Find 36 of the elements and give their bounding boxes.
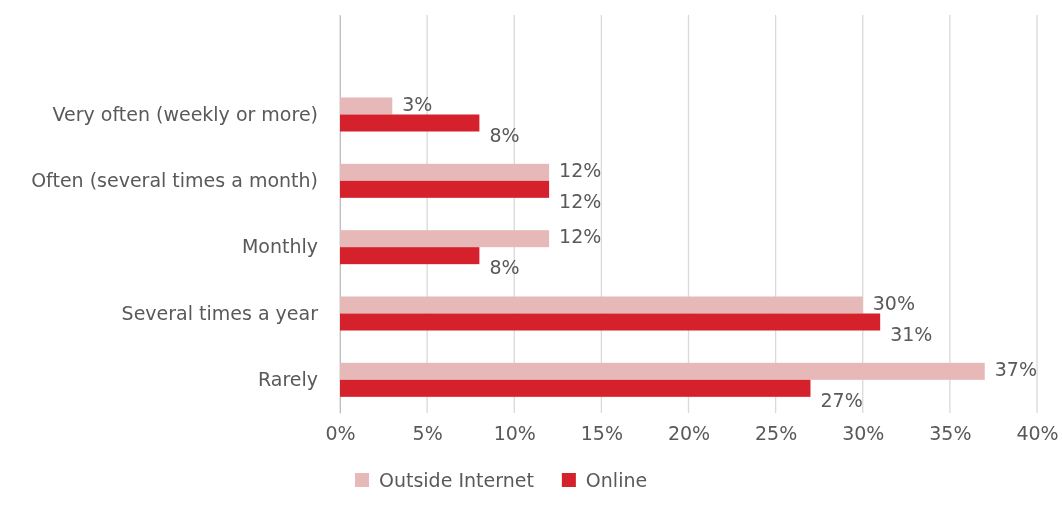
x-tick-label: 40% xyxy=(1016,422,1059,445)
x-tick-label: 35% xyxy=(929,422,972,445)
data-label: 31% xyxy=(890,322,933,345)
y-tick-label: Very often (weekly or more) xyxy=(52,102,318,125)
bar xyxy=(340,247,480,265)
data-label: 37% xyxy=(994,357,1037,380)
x-tick-label: 10% xyxy=(493,422,536,445)
x-tick-label: 20% xyxy=(667,422,711,445)
data-label: 3% xyxy=(402,92,433,115)
y-tick-label: Rarely xyxy=(257,367,318,390)
bar xyxy=(340,230,550,248)
data-label: 30% xyxy=(872,291,915,314)
data-label: 12% xyxy=(559,189,602,212)
x-tick-label: 5% xyxy=(412,422,443,445)
data-label: 12% xyxy=(559,225,602,248)
x-tick-label: 30% xyxy=(842,422,885,445)
y-tick-label: Monthly xyxy=(241,235,318,258)
bar xyxy=(340,114,480,132)
data-label: 8% xyxy=(489,123,520,146)
x-tick-label: 0% xyxy=(325,422,356,445)
bar xyxy=(340,180,550,198)
bar xyxy=(340,296,863,314)
y-tick-label: Several times a year xyxy=(121,301,319,324)
bar xyxy=(340,313,881,331)
legend-label: Online xyxy=(585,468,648,491)
y-tick-label: Often (several times a month) xyxy=(31,168,318,191)
data-label: 27% xyxy=(820,388,863,411)
data-label: 12% xyxy=(559,158,602,181)
x-tick-label: 25% xyxy=(755,422,798,445)
x-tick-label: 15% xyxy=(580,422,623,445)
bar xyxy=(340,362,985,380)
bar xyxy=(340,97,393,115)
bar xyxy=(340,163,550,181)
legend-label: Outside Internet xyxy=(379,468,534,491)
data-label: 8% xyxy=(489,256,520,279)
bar xyxy=(340,379,811,397)
